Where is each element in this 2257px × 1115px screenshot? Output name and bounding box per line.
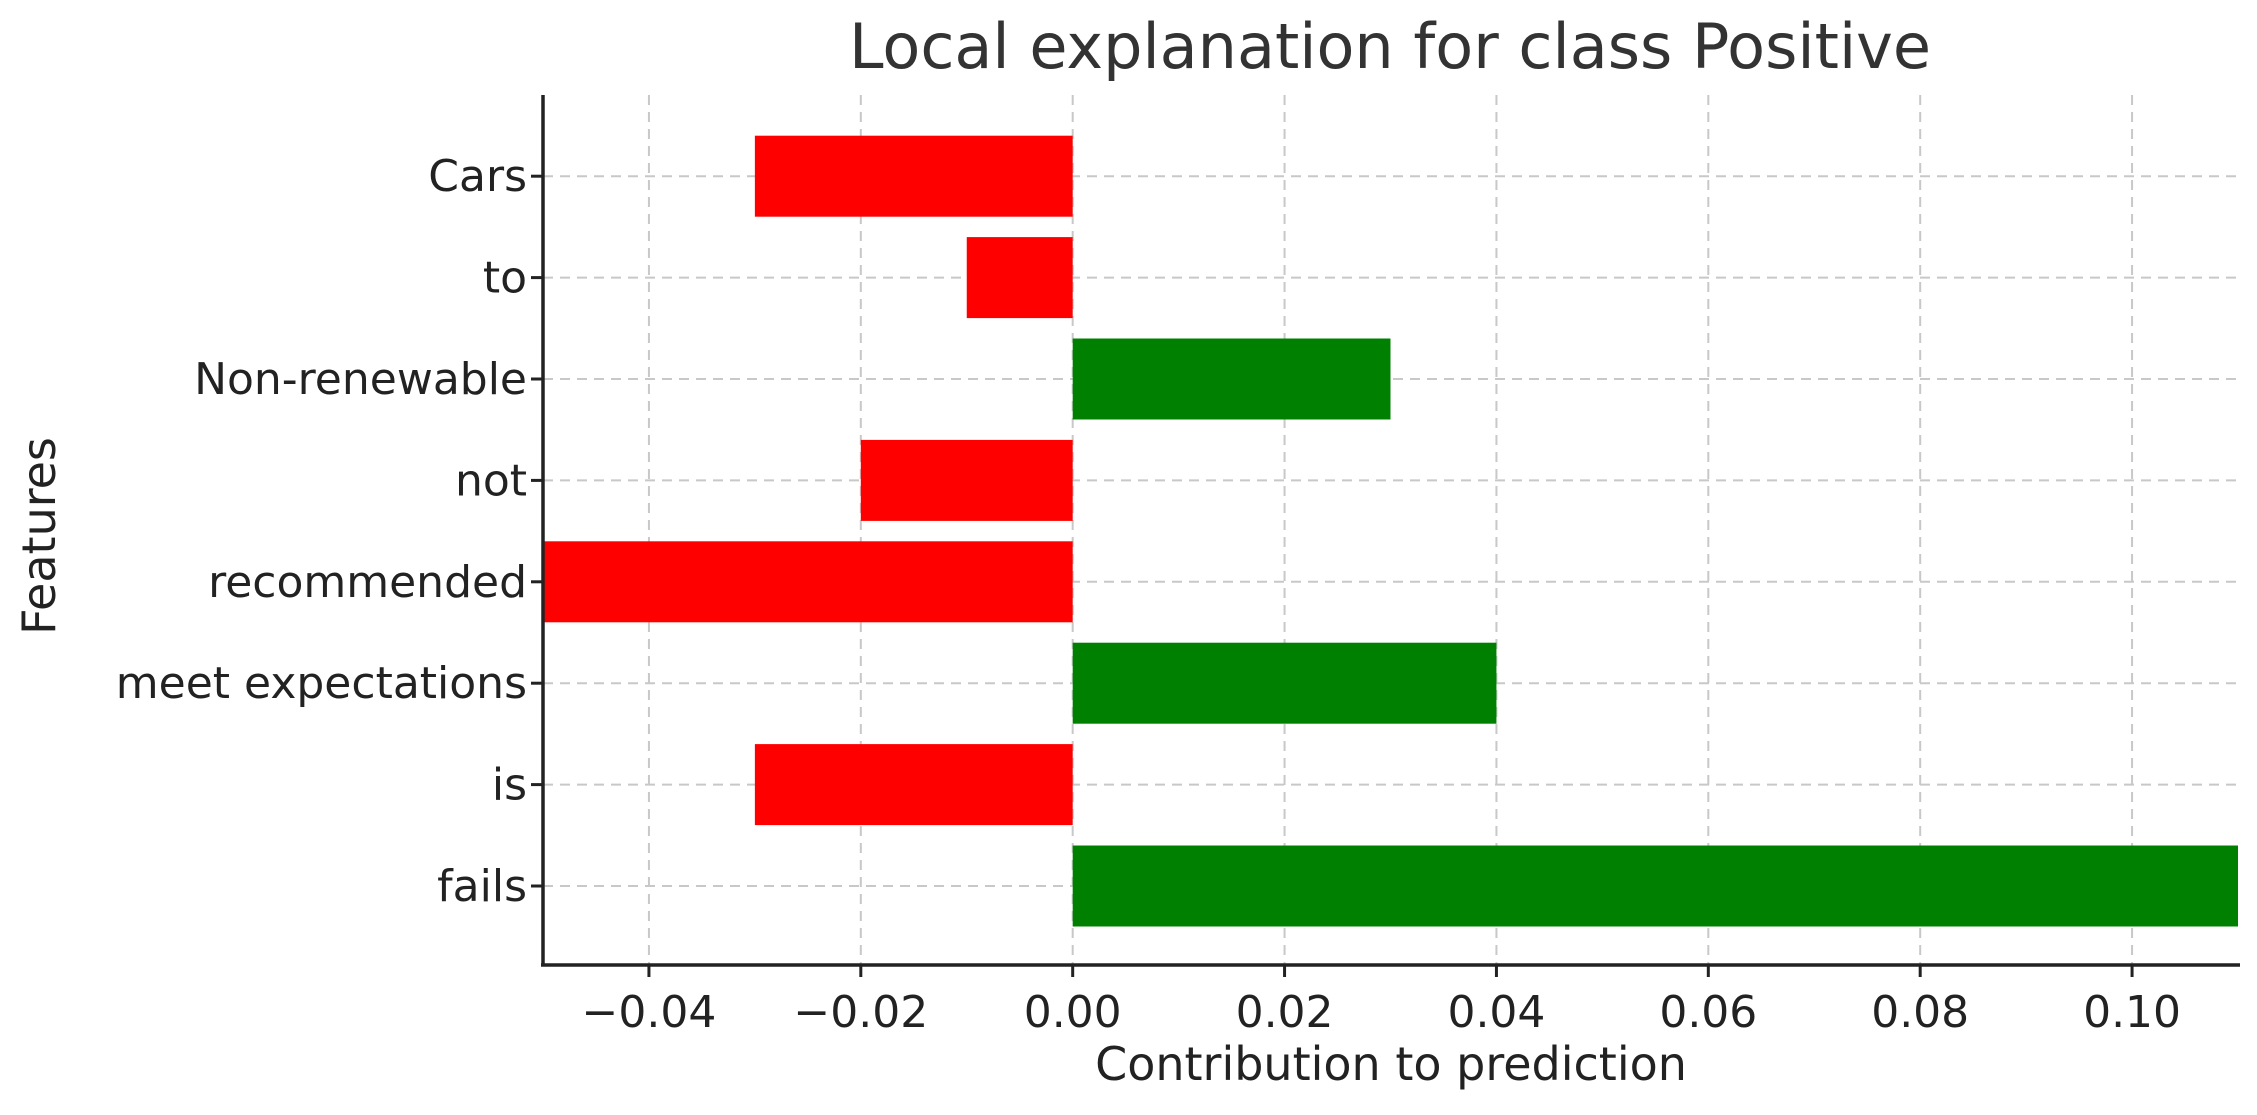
bar-is [754, 744, 1073, 826]
bar-fails [1072, 845, 2238, 927]
axes [541, 95, 2240, 967]
x-tick-label: 0.00 [1024, 987, 1122, 1038]
bar-cars [754, 135, 1073, 217]
x-tick-label: −0.02 [793, 987, 928, 1038]
ticks: −0.04 −0.02 0.00 0.02 0.04 0.06 0.08 0.10 fails i… [116, 151, 2181, 1038]
bar-non-renewable [1072, 338, 1391, 420]
y-tick-label: not [455, 455, 527, 506]
x-tick-label: 0.10 [2083, 987, 2181, 1038]
x-tick-label: 0.04 [1447, 987, 1545, 1038]
bar-to [966, 237, 1073, 319]
y-tick-label: is [492, 760, 527, 811]
y-axis-label: Features [12, 437, 66, 635]
x-tick-label: 0.06 [1659, 987, 1757, 1038]
y-tick-label: fails [437, 861, 527, 912]
bars [543, 135, 2238, 927]
x-tick-label: 0.02 [1236, 987, 1334, 1038]
x-tick-label: −0.04 [582, 987, 717, 1038]
y-tick-label: to [483, 253, 527, 304]
grid [543, 95, 2238, 965]
bar-meet-expectations [1072, 642, 1497, 724]
chart-title: Local explanation for class Positive [849, 10, 1931, 83]
bar-recommended [543, 541, 1073, 623]
y-tick-label: Cars [428, 151, 527, 202]
x-tick-label: 0.08 [1871, 987, 1969, 1038]
y-tick-label: recommended [208, 557, 527, 608]
y-tick-label: meet expectations [116, 658, 527, 709]
bar-not [860, 439, 1073, 521]
x-axis-label: Contribution to prediction [1095, 1037, 1687, 1091]
y-tick-label: Non-renewable [194, 354, 527, 405]
